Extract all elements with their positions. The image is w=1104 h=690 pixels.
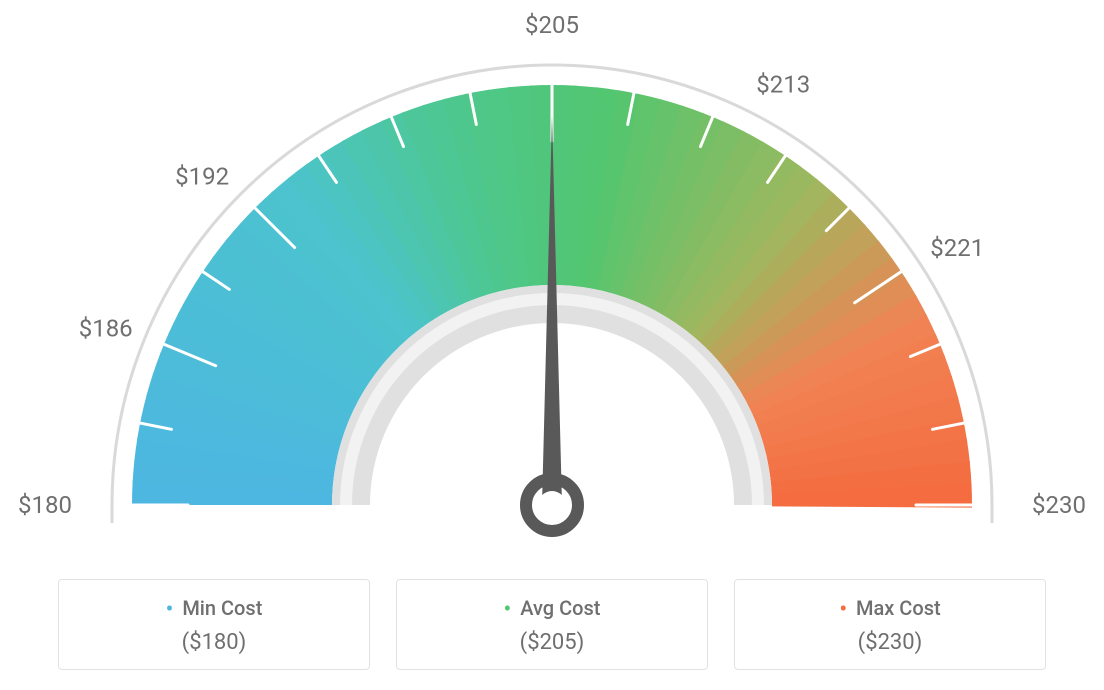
gauge-svg: $180 $186 $192 $205 $213 $221 $230 <box>0 0 1104 570</box>
svg-text:$192: $192 <box>175 162 229 190</box>
svg-text:$230: $230 <box>1032 491 1086 519</box>
legend-max-title-text: Max Cost <box>856 596 941 620</box>
legend-min-value: ($180) <box>59 630 369 655</box>
legend-avg-dot-icon: • <box>504 597 512 622</box>
svg-text:$221: $221 <box>930 234 984 262</box>
legend-min-dot-icon: • <box>166 597 174 622</box>
svg-text:$180: $180 <box>18 491 72 519</box>
legend-max-title: • Max Cost <box>735 596 1045 622</box>
legend-max-card: • Max Cost ($230) <box>734 579 1046 670</box>
svg-text:$205: $205 <box>525 11 579 39</box>
legend-min-card: • Min Cost ($180) <box>58 579 370 670</box>
legend-avg-value: ($205) <box>397 630 707 655</box>
legend-max-dot-icon: • <box>839 597 847 622</box>
legend-min-title: • Min Cost <box>59 596 369 622</box>
svg-text:$213: $213 <box>756 70 810 98</box>
legend-avg-title-text: Avg Cost <box>520 596 600 620</box>
legend-max-value: ($230) <box>735 630 1045 655</box>
svg-text:$186: $186 <box>79 314 133 342</box>
legend-avg-card: • Avg Cost ($205) <box>396 579 708 670</box>
legend-row: • Min Cost ($180) • Avg Cost ($205) • Ma… <box>0 579 1104 670</box>
cost-gauge-chart: { "gauge": { "type": "gauge", "center_x"… <box>0 0 1104 690</box>
gauge-area: $180 $186 $192 $205 $213 $221 $230 <box>0 0 1104 570</box>
legend-avg-title: • Avg Cost <box>397 596 707 622</box>
legend-min-title-text: Min Cost <box>182 596 262 620</box>
